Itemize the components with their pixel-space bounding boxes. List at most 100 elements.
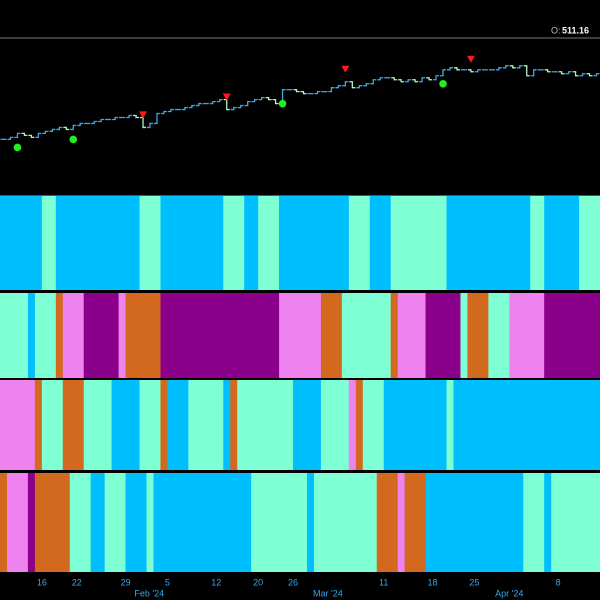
price-bar	[412, 79, 419, 83]
price-bar	[251, 98, 258, 103]
regime-segment	[139, 380, 161, 470]
price-bar	[133, 114, 140, 119]
price-bar	[335, 85, 342, 89]
regime-segment	[390, 196, 447, 290]
price-bar	[447, 67, 453, 71]
price-bar	[356, 85, 363, 89]
price-bar	[258, 96, 265, 101]
regime-segment	[544, 196, 580, 290]
regime-segment	[83, 380, 112, 470]
price-bar	[42, 130, 49, 135]
price-bar	[293, 89, 300, 93]
price-bar	[230, 106, 237, 111]
price-bar	[593, 73, 600, 77]
regime-segment	[251, 473, 308, 572]
regime-segment	[62, 293, 85, 378]
price-bar	[328, 87, 335, 93]
regime-segment	[41, 196, 57, 290]
price-bar	[342, 81, 349, 87]
regime-segment	[153, 473, 252, 572]
price-bar	[244, 100, 251, 107]
price-bar	[523, 65, 530, 77]
x-tick-label: 18	[428, 577, 438, 587]
price-bar	[21, 132, 28, 137]
x-tick-label: 25	[469, 577, 479, 587]
price-bar	[70, 124, 77, 131]
regime-segment	[279, 196, 350, 290]
price-bar	[126, 114, 133, 119]
regime-segment	[355, 380, 364, 470]
regime-segment	[460, 293, 468, 378]
price-bar	[237, 104, 244, 109]
price-bar	[153, 112, 160, 125]
x-tick-label: 8	[556, 577, 561, 587]
x-tick-label: 5	[165, 577, 170, 587]
regime-segment	[446, 196, 531, 290]
regime-segment	[453, 380, 600, 470]
price-bar	[426, 77, 433, 81]
price-bar	[77, 122, 84, 127]
regime-segment	[306, 473, 315, 572]
sell-signal	[139, 111, 148, 119]
price-bar	[28, 134, 35, 139]
price-bar	[265, 96, 272, 101]
x-tick-label: 20	[253, 577, 263, 587]
x-tick-label: 11	[379, 577, 388, 587]
price-bar	[377, 77, 384, 81]
regime-segment	[230, 380, 238, 470]
regime-segment	[369, 196, 391, 290]
ohlc-label: O:	[551, 25, 561, 35]
regime-segment	[167, 380, 189, 470]
regime-segment	[341, 293, 391, 378]
price-bar	[391, 77, 398, 81]
price-bar	[495, 67, 502, 71]
sell-signal	[222, 93, 231, 101]
regime-segment	[188, 380, 224, 470]
price-bar	[195, 102, 202, 107]
price-bar	[572, 71, 579, 77]
price-bar	[181, 106, 188, 111]
regime-segment	[390, 293, 398, 378]
price-bar	[467, 69, 474, 73]
regime-segment	[397, 473, 405, 572]
price-bar	[558, 71, 565, 75]
regime-segment	[348, 196, 371, 290]
price-bar	[502, 65, 509, 69]
price-bar	[56, 126, 63, 131]
sell-signal	[466, 55, 475, 63]
regime-segment	[530, 196, 545, 290]
regime-segment	[383, 380, 447, 470]
regime-segment	[160, 293, 280, 378]
regime-segment	[0, 473, 8, 572]
regime-segment	[0, 380, 36, 470]
price-bar	[7, 136, 14, 141]
regime-segment	[488, 293, 510, 378]
regime-segment	[237, 380, 294, 470]
price-bar	[14, 132, 21, 139]
regime-segment	[223, 196, 245, 290]
regime-segment	[55, 196, 140, 290]
x-tick-label: 29	[121, 577, 131, 587]
regime-segment	[425, 473, 524, 572]
regime-segment	[362, 380, 385, 470]
regime-segment	[293, 380, 322, 470]
price-bar	[349, 81, 356, 89]
buy-signal	[69, 135, 78, 144]
price-bar	[398, 79, 405, 83]
price-bar	[160, 110, 167, 115]
regime-segment	[111, 380, 140, 470]
price-bar	[216, 98, 223, 103]
regime-segment	[69, 473, 91, 572]
price-bar	[565, 71, 572, 75]
month-label: Mar '24	[313, 588, 343, 598]
regime-segment	[146, 473, 154, 572]
price-bar	[147, 122, 153, 129]
regime-segment	[160, 380, 168, 470]
regime-segment	[551, 473, 600, 572]
regime-segment	[446, 380, 454, 470]
price-bar	[530, 69, 537, 77]
price-bar	[544, 69, 551, 73]
regime-segment	[404, 473, 426, 572]
